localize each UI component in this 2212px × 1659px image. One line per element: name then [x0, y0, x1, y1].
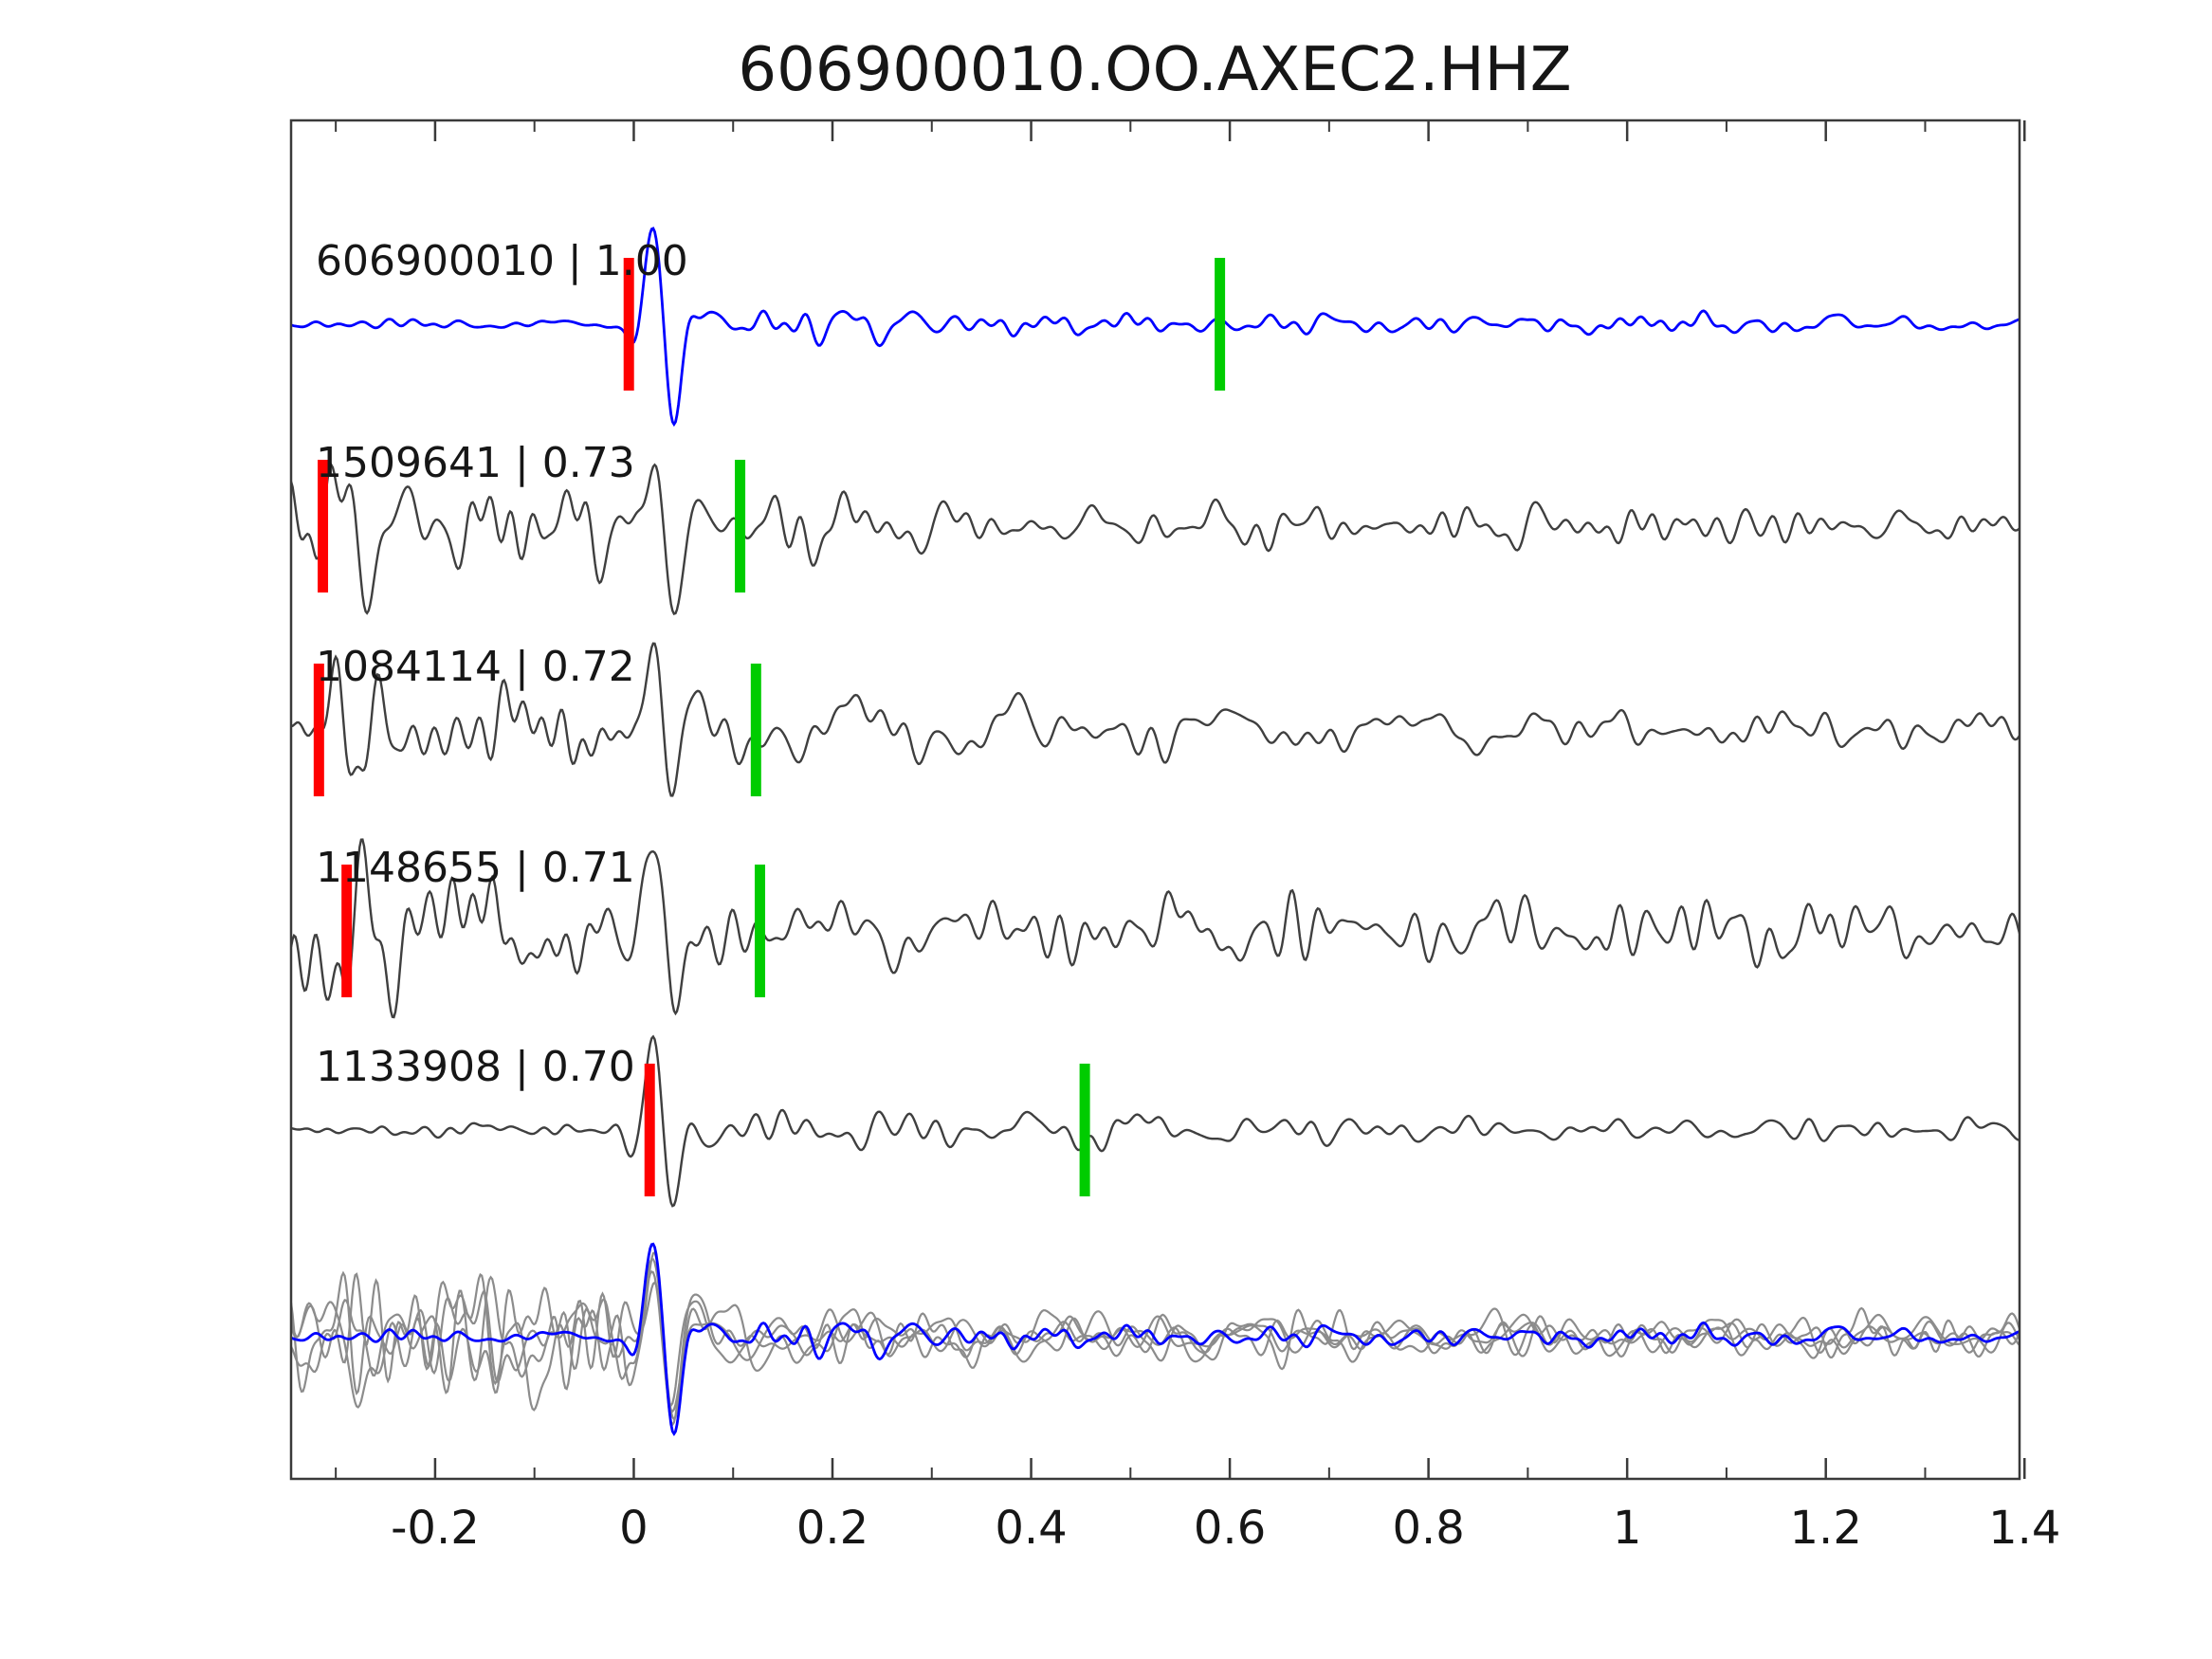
x-tick-label: -0.2	[391, 1502, 480, 1555]
trace-path-1148655	[291, 838, 2020, 1019]
x-tick-label: 0.6	[1194, 1502, 1266, 1555]
trace-label-1509641: 1509641 | 0.73	[316, 439, 635, 487]
overlay-gray-trace-2	[291, 1250, 2020, 1427]
trace-label-1148655: 1148655 | 0.71	[316, 844, 635, 892]
x-tick-label: 0	[619, 1502, 649, 1555]
trace-label-1133908: 1133908 | 0.70	[316, 1043, 635, 1091]
trace-path-1084114	[291, 642, 2020, 797]
trace-path-1509641	[291, 463, 2020, 616]
x-tick-label: 1	[1613, 1502, 1642, 1555]
trace-path-606900010	[291, 227, 2020, 428]
x-tick-label: 0.8	[1392, 1502, 1464, 1555]
x-tick-label: 0.2	[796, 1502, 868, 1555]
overlay-reference-trace	[291, 1242, 2020, 1436]
trace-path-1133908	[291, 1034, 2020, 1208]
plot-border	[289, 118, 2021, 1481]
trace-label-606900010: 606900010 | 1.00	[316, 237, 688, 285]
overlay-gray-trace-3	[291, 1272, 2020, 1412]
traces-layer	[291, 227, 2020, 1436]
figure-title: 606900010.OO.AXEC2.HHZ	[738, 35, 1571, 105]
x-tick-label: 1.4	[1988, 1502, 2060, 1555]
x-tick-label: 0.4	[995, 1502, 1067, 1555]
trace-label-1084114: 1084114 | 0.72	[316, 643, 635, 691]
x-tick-label: 1.2	[1790, 1502, 1862, 1555]
